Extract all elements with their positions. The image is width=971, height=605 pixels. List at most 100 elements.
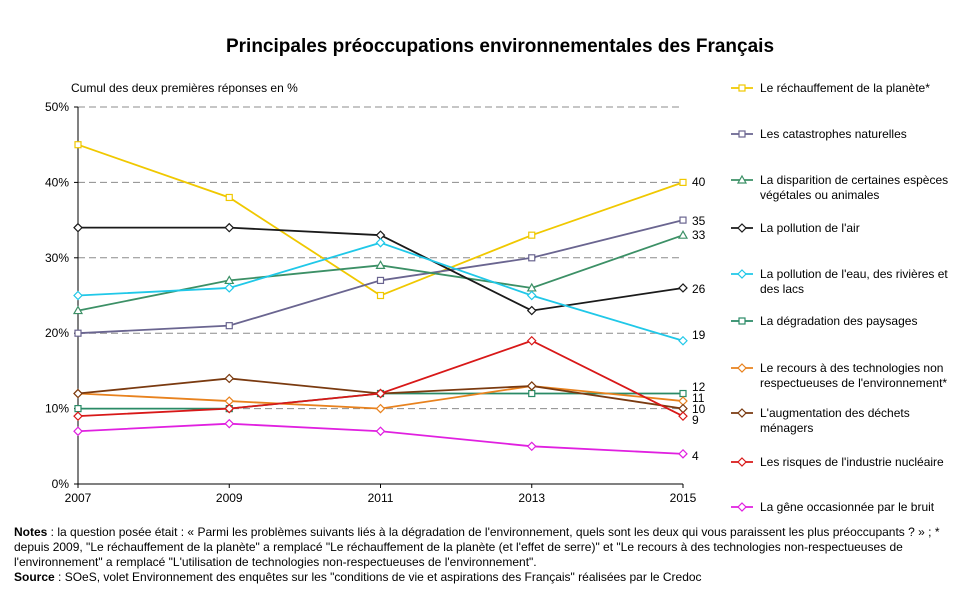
source-text: : SOeS, volet Environnement des enquêtes… xyxy=(54,570,702,584)
series-line-group: 19 xyxy=(73,237,706,346)
legend-label: Les risques de l'industrie nucléaire xyxy=(760,455,944,469)
chart-title: Principales préoccupations environnement… xyxy=(226,36,774,57)
legend-entry: La gêne occasionnée par le bruit xyxy=(731,500,935,514)
y-tick-label: 0% xyxy=(52,477,70,491)
data-point xyxy=(526,381,537,391)
legend-label: des lacs xyxy=(760,282,804,296)
y-tick-label: 10% xyxy=(45,402,69,416)
data-point xyxy=(224,403,235,414)
data-point xyxy=(738,84,746,92)
legend-entry: Le recours à des technologies nonrespect… xyxy=(731,361,947,390)
notes-label: Notes xyxy=(14,525,48,539)
data-point xyxy=(526,441,537,452)
data-point xyxy=(74,141,82,149)
data-point xyxy=(737,223,747,233)
data-point xyxy=(375,403,386,414)
legend-entry: Les risques de l'industrie nucléaire xyxy=(731,455,944,469)
data-label: 40 xyxy=(692,175,706,189)
data-point xyxy=(225,322,233,330)
data-point xyxy=(679,178,687,186)
data-label: 11 xyxy=(692,391,705,405)
data-point xyxy=(375,260,386,269)
y-axis-label: Cumul des deux premières réponses en % xyxy=(71,81,298,95)
data-point xyxy=(679,389,687,398)
data-point xyxy=(738,317,746,325)
data-point xyxy=(526,290,537,301)
data-point xyxy=(73,426,83,437)
data-point xyxy=(737,269,747,279)
data-point xyxy=(737,457,747,467)
y-tick-label: 20% xyxy=(45,326,69,340)
legend-label: végétales ou animales xyxy=(760,188,879,202)
data-point xyxy=(678,448,688,459)
series-line-group: 40 xyxy=(74,141,706,300)
data-label: 10 xyxy=(692,402,706,416)
x-tick-label: 2007 xyxy=(65,491,92,505)
legend-label: La pollution de l'air xyxy=(760,221,860,235)
legend-entry: La pollution de l'eau, des rivières etde… xyxy=(731,267,948,296)
x-tick-label: 2015 xyxy=(670,491,697,505)
legend-entry: Le réchauffement de la planète* xyxy=(731,81,930,95)
y-tick-label: 30% xyxy=(45,251,69,265)
legend-label: L'augmentation des déchets xyxy=(760,406,910,420)
source-label: Source xyxy=(14,570,55,584)
y-tick-label: 50% xyxy=(45,100,69,114)
legend-label: La dégradation des paysages xyxy=(760,314,917,328)
data-point xyxy=(526,335,537,346)
data-point xyxy=(678,411,688,421)
data-point xyxy=(738,130,746,138)
notes-block: Notes : la question posée était : « Parm… xyxy=(14,525,964,585)
data-label: 19 xyxy=(692,328,706,342)
series-line-group: 26 xyxy=(73,222,706,316)
legend-entry: La dégradation des paysages xyxy=(731,314,917,328)
data-point xyxy=(678,335,688,346)
data-point xyxy=(225,193,233,202)
gridlines xyxy=(78,106,683,410)
data-point xyxy=(737,408,747,418)
data-point xyxy=(74,405,82,413)
y-tick-label: 40% xyxy=(45,175,69,189)
legend-label: respectueuses de l'environnement* xyxy=(760,376,947,390)
data-point xyxy=(528,389,536,398)
data-label: 4 xyxy=(692,449,699,463)
data-point xyxy=(528,231,536,239)
data-point xyxy=(73,222,83,233)
data-point xyxy=(375,388,386,399)
legend-label: Le réchauffement de la planète* xyxy=(760,81,930,95)
legend-label: La pollution de l'eau, des rivières et xyxy=(760,267,948,281)
data-point xyxy=(376,291,385,300)
legend-entry: Les catastrophes naturelles xyxy=(731,127,907,141)
legend-label: La disparition de certaines espèces xyxy=(760,173,948,187)
data-point xyxy=(224,222,235,233)
data-point xyxy=(73,290,83,301)
x-tick-label: 2013 xyxy=(518,491,545,505)
notes-text: : la question posée était : « Parmi les … xyxy=(14,525,940,569)
legend-label: ménagers xyxy=(760,421,813,435)
legend-label: Le recours à des technologies non xyxy=(760,361,943,375)
data-point xyxy=(526,305,537,316)
source-paragraph: Source : SOeS, volet Environnement des e… xyxy=(14,570,964,585)
series-line-group: 4 xyxy=(73,418,699,463)
data-point xyxy=(73,411,83,421)
legend-label: Les catastrophes naturelles xyxy=(760,127,907,141)
data-label: 26 xyxy=(692,282,706,296)
notes-paragraph: Notes : la question posée était : « Parm… xyxy=(14,525,964,570)
data-point xyxy=(375,426,386,437)
series-line xyxy=(77,143,684,297)
legend-entry: La disparition de certaines espècesvégét… xyxy=(731,173,948,202)
legend: Le réchauffement de la planète* Les catas… xyxy=(731,81,948,514)
data-label: 9 xyxy=(692,413,699,427)
data-point xyxy=(376,276,385,285)
legend-entry: La pollution de l'air xyxy=(731,221,860,235)
data-point xyxy=(679,216,687,224)
data-point xyxy=(737,363,747,373)
x-tick-label: 2009 xyxy=(216,491,243,505)
data-point xyxy=(677,229,689,239)
x-tick-label: 2011 xyxy=(368,491,394,505)
data-label: 33 xyxy=(692,228,706,242)
data-point xyxy=(678,283,688,293)
data-point xyxy=(375,237,386,248)
data-point xyxy=(74,329,82,337)
